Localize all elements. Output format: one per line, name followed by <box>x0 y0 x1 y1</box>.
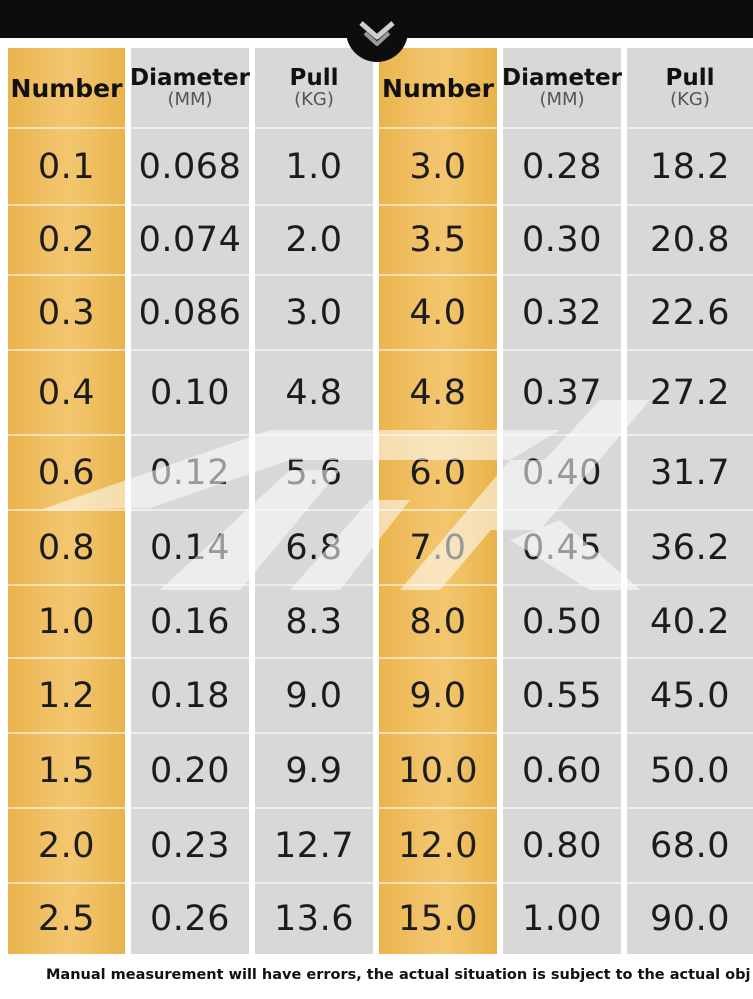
number-header-label: Number <box>382 73 494 103</box>
number-cell: 0.6 <box>37 452 96 493</box>
row-divider <box>0 127 753 129</box>
diameter-cell: 0.37 <box>522 372 602 413</box>
diameter-cell: 0.80 <box>522 825 602 866</box>
diameter-cell: 1.00 <box>522 898 602 939</box>
diameter-cell: 0.12 <box>150 452 230 493</box>
pull-cell: 9.0 <box>285 675 343 716</box>
pull-header-unit: (KG) <box>294 89 334 110</box>
pull-cell: 22.6 <box>650 292 730 333</box>
diameter-cell: 0.16 <box>150 601 230 642</box>
pull-cell: 27.2 <box>650 372 730 413</box>
number-cell: 2.0 <box>37 825 96 866</box>
number-cell: 8.0 <box>409 601 467 642</box>
row-divider <box>0 807 753 809</box>
diameter-header-label: Diameter <box>502 65 622 91</box>
pull-cell: 3.0 <box>285 292 343 333</box>
pull-cell: 9.9 <box>285 750 343 791</box>
diameter-cell: 0.074 <box>138 220 242 260</box>
number-cell: 0.3 <box>37 292 96 333</box>
pull-cell: 45.0 <box>650 675 730 716</box>
diameter-cell: 0.26 <box>150 898 230 939</box>
pull-header: Pull (KG) <box>627 48 753 128</box>
number-cell: 4.0 <box>409 292 467 333</box>
number-cell: 10.0 <box>398 750 478 791</box>
pull-cell: 18.2 <box>650 146 730 187</box>
number-cell: 7.0 <box>409 527 467 568</box>
number-cell: 9.0 <box>409 675 467 716</box>
pull-cell: 4.8 <box>285 372 343 413</box>
number-cell: 0.1 <box>37 146 96 187</box>
diameter-header: Diameter (MM) <box>502 48 622 128</box>
number-header-label: Number <box>10 73 123 103</box>
diameter-cell: 0.40 <box>522 452 602 493</box>
diameter-cell: 0.32 <box>522 292 602 333</box>
number-cell: 4.8 <box>409 372 467 413</box>
number-cell: 1.5 <box>37 750 96 791</box>
pull-cell: 31.7 <box>650 452 730 493</box>
diameter-header-unit: (MM) <box>539 89 585 110</box>
row-divider <box>0 349 753 351</box>
pull-cell: 68.0 <box>650 825 730 866</box>
row-divider <box>0 732 753 734</box>
diameter-cell: 0.60 <box>522 750 602 791</box>
diameter-cell: 0.45 <box>522 527 602 568</box>
row-divider <box>0 882 753 884</box>
number-cell: 3.5 <box>409 220 467 260</box>
pull-cell: 8.3 <box>285 601 343 642</box>
pull-cell: 1.0 <box>285 146 343 187</box>
diameter-header-label: Diameter <box>130 65 250 91</box>
pull-cell: 6.8 <box>285 527 343 568</box>
pull-cell: 36.2 <box>650 527 730 568</box>
row-divider <box>0 204 753 206</box>
number-cell: 2.5 <box>37 898 96 939</box>
diameter-header-unit: (MM) <box>167 89 213 110</box>
number-cell: 3.0 <box>409 146 467 187</box>
pull-cell: 20.8 <box>650 220 730 260</box>
row-divider <box>0 274 753 276</box>
diameter-cell: 0.10 <box>150 372 230 413</box>
pull-cell: 13.6 <box>274 898 354 939</box>
diameter-header: Diameter (MM) <box>130 48 250 128</box>
top-badge <box>346 0 408 62</box>
number-cell: 6.0 <box>409 452 467 493</box>
diameter-cell: 0.068 <box>138 146 242 187</box>
pull-cell: 12.7 <box>274 825 354 866</box>
pull-cell: 2.0 <box>285 220 343 260</box>
pull-header-unit: (KG) <box>670 89 710 110</box>
diameter-cell: 0.20 <box>150 750 230 791</box>
number-cell: 1.2 <box>37 675 96 716</box>
number-cell: 15.0 <box>398 898 478 939</box>
pull-header-label: Pull <box>289 65 339 91</box>
number-cell: 0.8 <box>37 527 96 568</box>
diameter-cell: 0.30 <box>522 220 602 260</box>
row-divider <box>0 657 753 659</box>
pull-cell: 90.0 <box>650 898 730 939</box>
number-cell: 1.0 <box>37 601 96 642</box>
number-cell: 0.2 <box>37 220 96 260</box>
measurement-note: Manual measurement will have errors, the… <box>46 967 751 983</box>
pull-header: Pull (KG) <box>255 48 373 128</box>
diameter-cell: 0.50 <box>522 601 602 642</box>
number-cell: 12.0 <box>398 825 478 866</box>
pull-header-label: Pull <box>665 65 715 91</box>
diameter-cell: 0.086 <box>138 292 242 333</box>
diameter-cell: 0.14 <box>150 527 230 568</box>
pull-cell: 5.6 <box>285 452 343 493</box>
diameter-cell: 0.28 <box>522 146 602 187</box>
chevron-down-icon <box>359 21 395 46</box>
pull-cell: 40.2 <box>650 601 730 642</box>
pull-cell: 50.0 <box>650 750 730 791</box>
diameter-cell: 0.55 <box>522 675 602 716</box>
number-header: Number <box>379 48 497 128</box>
number-cell: 0.4 <box>37 372 96 413</box>
number-header: Number <box>8 48 125 128</box>
diameter-cell: 0.18 <box>150 675 230 716</box>
diameter-cell: 0.23 <box>150 825 230 866</box>
